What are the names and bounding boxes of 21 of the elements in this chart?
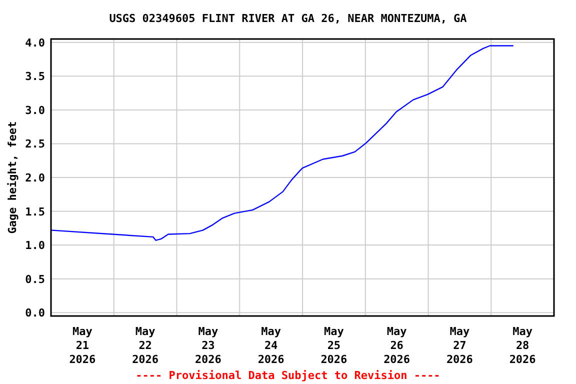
- y-tick-label: 2.0: [25, 172, 45, 184]
- y-tick-label: 1.0: [25, 239, 45, 252]
- y-tick-label: 0.5: [25, 272, 45, 286]
- line-series: [50, 45, 514, 241]
- y-tick-label: 2.5: [25, 138, 45, 151]
- y-tick-label: 3.0: [25, 104, 45, 117]
- x-tick-label: May 21 2026: [69, 325, 96, 366]
- x-tick-label: May 26 2026: [384, 325, 410, 366]
- y-tick-label: 1.5: [25, 205, 45, 218]
- y-axis-title: Gage height, feet: [6, 121, 19, 234]
- x-tick-label: May 22 2026: [132, 325, 159, 366]
- text: ---- Provisional Data Subject to Revision ----: [136, 369, 440, 382]
- y-tick-label: 0.0: [25, 306, 45, 320]
- x-tick-label: May 23 2026: [194, 325, 222, 366]
- x-tick-label: May 28 2026: [509, 325, 536, 366]
- x-tick-label: May 27 2026: [446, 325, 474, 366]
- x-tick-label: May 25 2026: [320, 325, 348, 366]
- y-tick-label: 3.5: [25, 70, 45, 84]
- x-tick-label: May 24 2026: [258, 325, 285, 366]
- y-tick-label: 4.0: [25, 36, 45, 50]
- chart-title: USGS 02349605 FLINT RIVER AT GA 26, NEAR MONTEZUMA, GA: [109, 12, 468, 25]
